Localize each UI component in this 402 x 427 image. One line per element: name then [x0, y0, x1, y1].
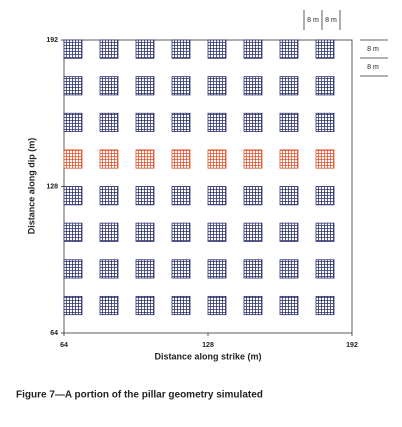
- pillar: [99, 76, 119, 96]
- pillar: [207, 222, 227, 242]
- y-tick-label: 192: [46, 37, 58, 44]
- pillar: [63, 186, 83, 206]
- y-tick-label: 64: [50, 330, 58, 337]
- pillar: [171, 39, 191, 59]
- pillar: [243, 76, 263, 96]
- pillar: [171, 222, 191, 242]
- dimension-label: 8 m: [307, 17, 319, 24]
- pillar: [63, 112, 83, 132]
- pillar: [279, 112, 299, 132]
- pillar: [63, 259, 83, 279]
- pillar: [99, 295, 119, 316]
- x-tick-label: 64: [60, 342, 68, 349]
- pillar: [99, 259, 119, 279]
- pillar: [99, 222, 119, 242]
- dimension-label: 8 m: [367, 64, 379, 71]
- pillar: [279, 149, 299, 169]
- pillar: [135, 39, 155, 59]
- pillar: [207, 76, 227, 96]
- pillar: [99, 149, 119, 169]
- pillar: [99, 186, 119, 206]
- pillar: [135, 186, 155, 206]
- pillar: [315, 222, 335, 242]
- pillar: [171, 149, 191, 169]
- pillar: [63, 222, 83, 242]
- pillar: [135, 295, 155, 316]
- pillar: [207, 149, 227, 169]
- pillar: [135, 112, 155, 132]
- pillar: [171, 295, 191, 316]
- pillar: [243, 259, 263, 279]
- pillar: [243, 39, 263, 59]
- pillar: [315, 76, 335, 96]
- pillar: [207, 186, 227, 206]
- x-tick-label: 128: [202, 342, 214, 349]
- pillar: [171, 259, 191, 279]
- y-axis-label: Distance along dip (m): [26, 138, 36, 235]
- pillar: [207, 259, 227, 279]
- pillar: [135, 259, 155, 279]
- pillar: [99, 112, 119, 132]
- pillar: [279, 186, 299, 206]
- pillar: [63, 295, 83, 316]
- pillar: [171, 186, 191, 206]
- dimension-label: 8 m: [325, 17, 337, 24]
- pillar: [135, 222, 155, 242]
- pillar: [171, 112, 191, 132]
- pillar: [99, 39, 119, 59]
- pillar: [63, 76, 83, 96]
- pillar: [279, 76, 299, 96]
- pillar: [315, 186, 335, 206]
- pillar: [279, 295, 299, 316]
- pillar: [63, 149, 83, 169]
- pillar: [315, 112, 335, 132]
- pillar: [207, 112, 227, 132]
- pillar: [243, 222, 263, 242]
- pillar: [315, 295, 335, 316]
- pillar: [315, 149, 335, 169]
- pillar: [207, 39, 227, 59]
- pillar: [135, 76, 155, 96]
- caption: Figure 7—A portion of the pillar geometr…: [16, 390, 263, 401]
- pillar: [315, 259, 335, 279]
- x-axis-label: Distance along strike (m): [154, 351, 261, 361]
- pillar: [63, 39, 83, 59]
- y-tick-label: 128: [46, 183, 58, 190]
- pillar: [279, 222, 299, 242]
- pillar: [207, 295, 227, 316]
- pillar: [171, 76, 191, 96]
- pillar: [279, 39, 299, 59]
- pillar: [243, 295, 263, 316]
- pillar: [243, 149, 263, 169]
- pillar: [243, 112, 263, 132]
- pillar: [279, 259, 299, 279]
- pillar: [315, 39, 335, 59]
- pillar: [135, 149, 155, 169]
- pillar: [243, 186, 263, 206]
- dimension-label: 8 m: [367, 46, 379, 53]
- x-tick-label: 192: [346, 342, 358, 349]
